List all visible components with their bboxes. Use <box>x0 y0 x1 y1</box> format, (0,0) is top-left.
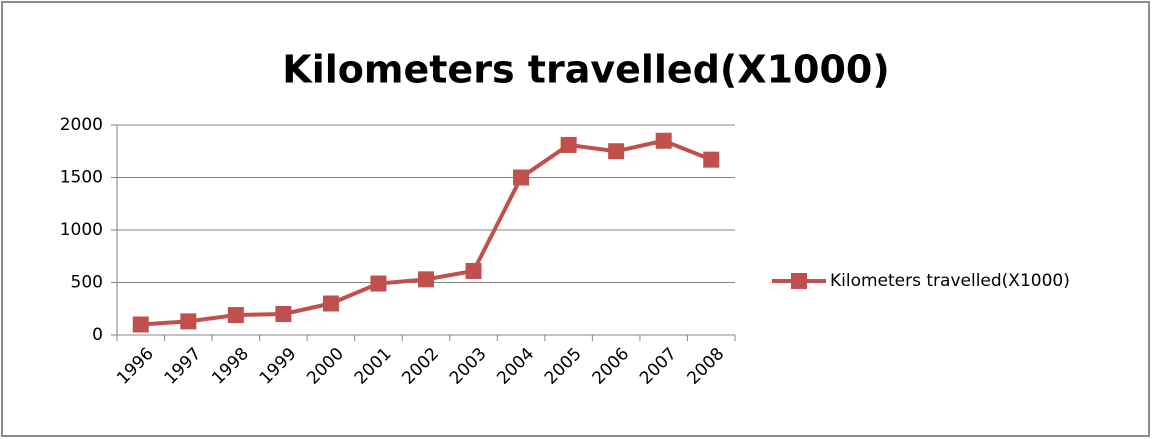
data-marker <box>275 306 292 322</box>
y-tick-label: 1000 <box>60 220 103 240</box>
y-tick-label: 2000 <box>60 115 103 135</box>
data-marker <box>180 313 197 330</box>
data-marker <box>513 169 530 186</box>
data-marker <box>370 275 387 292</box>
y-tick-label: 0 <box>92 325 103 345</box>
data-marker <box>322 295 339 312</box>
data-marker <box>227 307 244 324</box>
legend-marker <box>791 273 807 289</box>
y-tick-label: 500 <box>71 273 103 293</box>
chart-title: Kilometers travelled(X1000) <box>282 48 889 92</box>
data-marker <box>703 151 720 168</box>
y-tick-label: 1500 <box>60 168 103 188</box>
legend-label: Kilometers travelled(X1000) <box>830 271 1070 291</box>
data-marker <box>608 143 625 160</box>
data-marker <box>560 136 577 153</box>
data-marker <box>132 316 149 333</box>
data-marker <box>465 262 482 279</box>
data-marker <box>655 132 672 149</box>
data-marker <box>418 271 434 288</box>
